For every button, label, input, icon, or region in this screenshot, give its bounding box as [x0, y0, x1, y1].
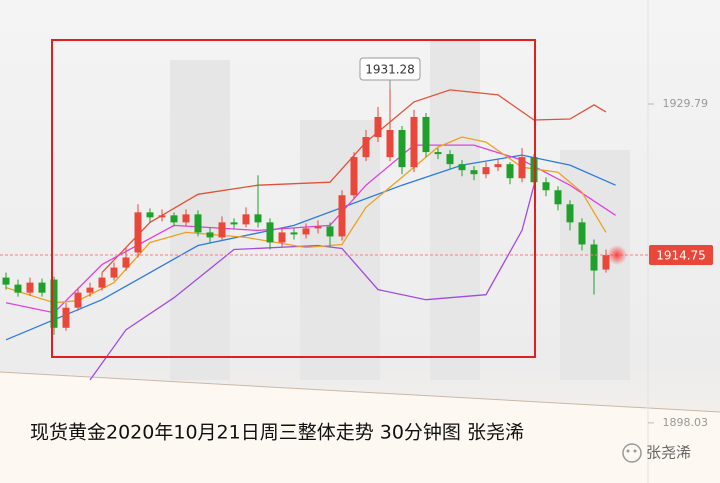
candle-body [266, 222, 274, 243]
indicator-line [5, 136, 607, 304]
indicator-line [89, 185, 535, 381]
candle-body [422, 116, 430, 153]
candle-body [86, 287, 94, 293]
candle-body [578, 222, 586, 245]
candle-body [170, 215, 178, 223]
candle-body [146, 212, 154, 218]
y-tick-label: 1929.79 [663, 97, 709, 110]
candle-body [398, 130, 406, 168]
candle-body [314, 226, 322, 229]
candle-body [242, 214, 250, 225]
candle-body [62, 307, 70, 328]
highlight-box [51, 39, 536, 358]
candle-body [602, 255, 610, 270]
candle-body [50, 279, 58, 328]
caption: 现货黄金2020年10月21日周三整体走势 30分钟图 张尧浠 [30, 422, 524, 444]
candle-body [194, 214, 202, 233]
last-price-glow [607, 245, 627, 266]
candle-body [182, 214, 190, 223]
candle-body [278, 232, 286, 243]
watermark-icon [622, 443, 642, 463]
indicator-line [101, 89, 607, 274]
candle-body [230, 222, 238, 225]
last-price-badge [649, 245, 713, 266]
candle-body [518, 157, 526, 179]
indicator-line [5, 144, 616, 314]
candle-body [362, 137, 370, 158]
watermark: 张尧浠 [646, 444, 691, 462]
candle-body [566, 204, 574, 223]
candle-body [494, 164, 502, 168]
candle-body [386, 130, 394, 158]
candle-body [98, 277, 106, 288]
divider [0, 371, 720, 413]
candle-body [506, 164, 514, 179]
candle-body [74, 292, 82, 308]
last-price-label: 1914.75 [656, 249, 706, 263]
candle-body [482, 167, 490, 175]
candle-body [338, 195, 346, 237]
candle-body [2, 277, 10, 285]
candle-body [290, 232, 298, 235]
candle-body [110, 267, 118, 278]
candle-body [374, 116, 382, 138]
candle-body [542, 182, 550, 191]
annotation-text: 1931.28 [365, 63, 415, 77]
candle-body [38, 282, 46, 293]
candle-body [590, 244, 598, 271]
candle-body [254, 214, 262, 223]
candle-body [26, 282, 34, 293]
candle-body [302, 228, 310, 235]
candle-body [434, 152, 442, 155]
candle-body [446, 154, 454, 165]
candle-body [350, 157, 358, 196]
candle-body [158, 215, 166, 218]
candle-body [122, 257, 130, 268]
plot: 1929.79 1898.03 1914.75 1931.28 [0, 57, 713, 429]
candle-body [458, 164, 466, 171]
candle-body [410, 116, 418, 168]
candle-body [134, 212, 142, 253]
caption-band [0, 372, 720, 483]
candle-body [206, 232, 214, 238]
candle-body [554, 190, 562, 205]
candle-body [14, 284, 22, 293]
candle-body [218, 222, 226, 238]
indicator-line [5, 154, 616, 341]
annotation-box [359, 57, 421, 81]
candle-body [470, 170, 478, 175]
y-tick-label: 1898.03 [663, 416, 709, 429]
candle-body [326, 226, 334, 237]
